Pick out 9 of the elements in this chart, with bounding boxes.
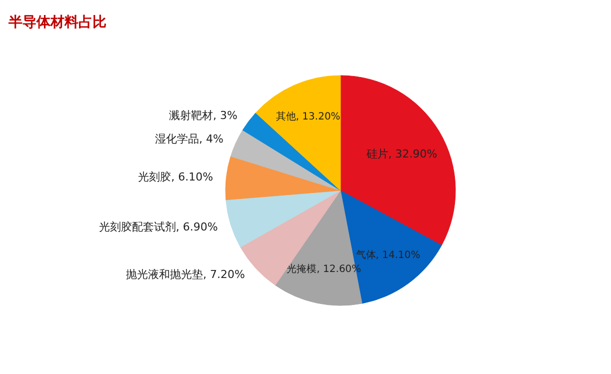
slice-label: 光刻胶, 6.10% [138, 170, 214, 184]
slice-label: 溅射靶材, 3% [168, 109, 238, 122]
slice-label: 其他, 13.20% [276, 110, 340, 122]
slice-label: 湿化学品, 4% [155, 132, 224, 146]
slice-label: 气体, 14.10% [356, 248, 420, 261]
slice-label: 硅片, 32.90% [365, 148, 438, 161]
slice-label: 光刻胶配套试剂, 6.90% [98, 220, 218, 234]
chart-title: 半导体材料占比 [8, 14, 106, 30]
slice-label: 抛光液和抛光垫, 7.20% [126, 268, 245, 281]
